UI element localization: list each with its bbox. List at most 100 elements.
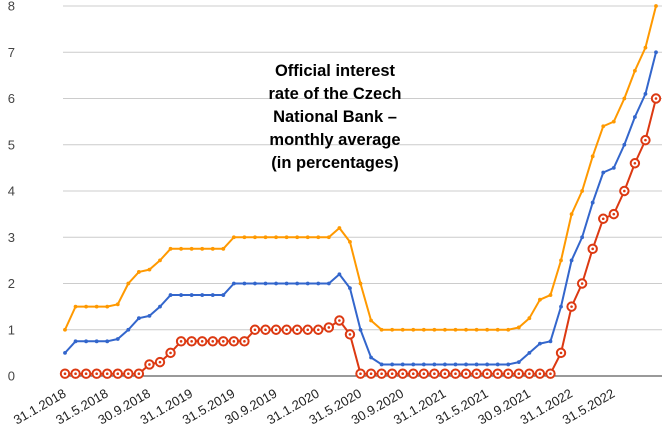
data-point-center xyxy=(105,372,109,375)
data-point-center xyxy=(169,351,172,355)
data-point xyxy=(559,304,563,309)
data-point xyxy=(158,258,162,263)
y-tick-label: 5 xyxy=(8,137,15,152)
data-point-center xyxy=(179,340,183,343)
data-point xyxy=(538,297,542,302)
data-point xyxy=(189,293,194,297)
data-point xyxy=(411,362,416,367)
data-point xyxy=(590,154,595,159)
data-point xyxy=(411,327,416,332)
data-point-center xyxy=(380,372,383,375)
data-point xyxy=(622,96,627,101)
data-point xyxy=(590,200,595,205)
data-point xyxy=(400,327,405,332)
data-point-center xyxy=(390,372,394,375)
data-point xyxy=(136,270,141,274)
y-tick-label: 1 xyxy=(8,322,15,337)
data-point xyxy=(326,235,331,240)
data-point xyxy=(126,281,131,286)
data-point xyxy=(316,235,321,240)
data-point xyxy=(527,316,532,321)
data-point xyxy=(443,362,447,367)
data-point xyxy=(84,339,89,344)
data-point xyxy=(390,327,395,332)
y-tick-label: 4 xyxy=(8,184,15,199)
data-point xyxy=(369,355,373,360)
data-point xyxy=(136,316,141,321)
data-point-center xyxy=(359,372,362,375)
data-point xyxy=(253,235,257,240)
data-point xyxy=(158,304,162,309)
data-point xyxy=(611,119,616,124)
data-point-center xyxy=(580,282,584,285)
data-point xyxy=(548,293,553,297)
data-point-center xyxy=(200,340,204,343)
data-point-center xyxy=(633,161,637,165)
data-point xyxy=(358,327,363,332)
data-point-center xyxy=(454,372,457,375)
data-point xyxy=(73,339,78,344)
data-point xyxy=(506,362,511,367)
y-tick-label: 7 xyxy=(8,45,15,60)
data-point-center xyxy=(538,372,542,375)
data-point-center xyxy=(475,372,478,375)
data-point xyxy=(179,293,183,297)
data-point xyxy=(516,325,521,330)
data-point-center xyxy=(369,372,373,375)
data-point xyxy=(390,362,395,367)
data-point-center xyxy=(316,328,320,332)
data-point xyxy=(527,350,532,355)
data-point-center xyxy=(95,372,98,375)
data-point xyxy=(316,281,321,286)
data-point-center xyxy=(211,340,215,343)
data-point-center xyxy=(464,372,468,375)
data-point xyxy=(274,281,278,286)
data-point-center xyxy=(127,372,130,375)
data-point-center xyxy=(158,360,162,364)
data-point xyxy=(453,362,458,367)
data-point-center xyxy=(148,363,151,366)
data-point-center xyxy=(74,372,77,375)
y-tick-label: 6 xyxy=(8,91,15,106)
data-point-center xyxy=(137,372,141,375)
data-point-center xyxy=(306,328,310,332)
data-point-center xyxy=(623,189,626,193)
data-point xyxy=(580,235,585,240)
data-point xyxy=(495,327,500,332)
data-point xyxy=(200,293,205,297)
data-point-center xyxy=(644,138,647,142)
data-point-center xyxy=(401,372,405,375)
data-point xyxy=(221,246,226,251)
data-point-center xyxy=(612,212,616,216)
data-point xyxy=(643,45,648,50)
data-point xyxy=(464,362,468,367)
data-point xyxy=(253,281,257,286)
data-point xyxy=(654,50,658,55)
data-point xyxy=(632,115,637,119)
data-point xyxy=(432,362,437,367)
data-point xyxy=(189,246,194,251)
data-point xyxy=(94,339,99,344)
data-point xyxy=(179,246,183,251)
data-point-center xyxy=(433,372,436,375)
data-point xyxy=(105,304,110,309)
data-point xyxy=(105,339,110,344)
data-point xyxy=(63,350,67,355)
data-point xyxy=(210,293,215,297)
data-point xyxy=(421,362,426,367)
data-point xyxy=(464,327,468,332)
y-tick-label: 3 xyxy=(8,230,15,245)
data-point-center xyxy=(506,372,510,375)
data-point-center xyxy=(654,97,658,100)
data-point xyxy=(284,235,289,240)
data-point-center xyxy=(190,340,193,343)
data-point xyxy=(569,212,574,217)
data-point-center xyxy=(422,372,426,375)
data-point xyxy=(115,302,120,307)
data-point xyxy=(632,68,637,73)
data-point-center xyxy=(253,328,257,332)
data-point xyxy=(559,258,563,263)
data-point xyxy=(231,235,236,240)
data-point xyxy=(369,318,373,323)
